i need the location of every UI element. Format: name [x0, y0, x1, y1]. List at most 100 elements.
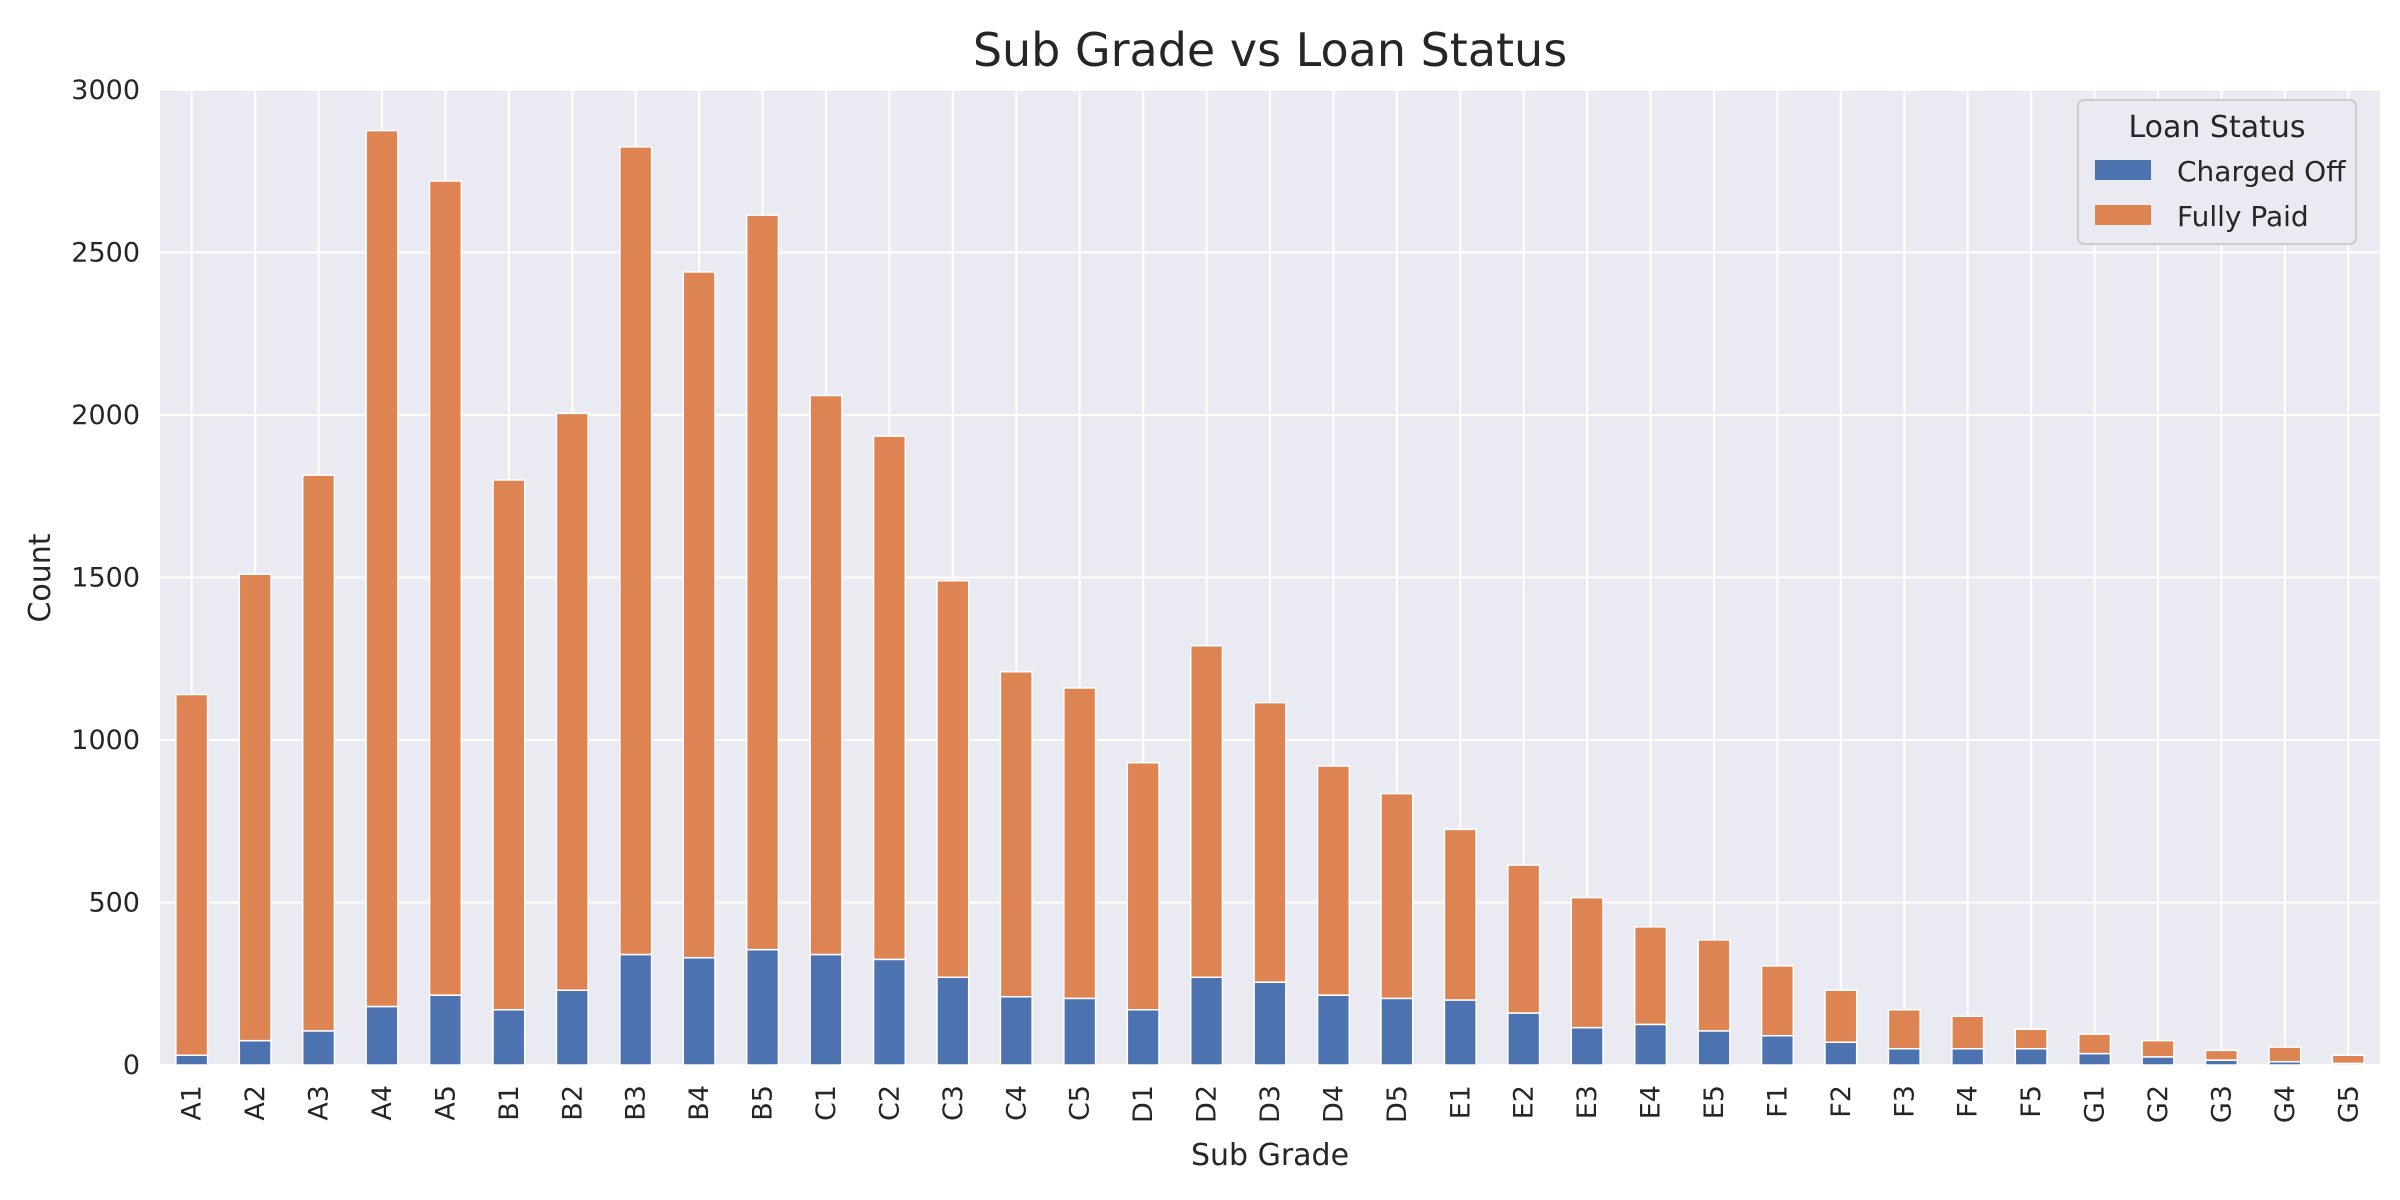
bar-fully-paid-b4	[682, 271, 716, 959]
x-tick-label-a4: A4	[367, 1085, 398, 1121]
x-tick-label-g1: G1	[2080, 1085, 2111, 1123]
bar-charged-off-a3	[301, 1030, 336, 1066]
x-tick-label-d1: D1	[1128, 1085, 1159, 1123]
legend-swatch-charged-off	[2095, 160, 2151, 180]
bar-charged-off-e4	[1633, 1023, 1668, 1066]
y-tick-label: 1500	[71, 563, 140, 594]
bar-charged-off-g1	[2077, 1052, 2112, 1066]
legend-swatch-fully-paid	[2095, 205, 2151, 225]
bar-fully-paid-d1	[1126, 762, 1160, 1011]
bar-fully-paid-e2	[1507, 864, 1541, 1014]
bar-fully-paid-e3	[1570, 896, 1604, 1029]
bar-fully-paid-a2	[238, 573, 272, 1042]
bar-charged-off-e2	[1507, 1012, 1541, 1066]
bar-fully-paid-f5	[2014, 1028, 2048, 1050]
x-tick-label-a1: A1	[177, 1085, 208, 1121]
bar-fully-paid-d5	[1380, 792, 1414, 1000]
x-tick-label-f3: F3	[1889, 1085, 1920, 1118]
bar-charged-off-e5	[1697, 1030, 1731, 1066]
bar-charged-off-b4	[682, 957, 716, 1066]
x-tick-label-c4: C4	[1001, 1085, 1032, 1121]
bar-fully-paid-c1	[809, 394, 843, 956]
y-tick-label: 2000	[71, 400, 140, 431]
bar-fully-paid-c4	[999, 671, 1033, 998]
bar-charged-off-a5	[428, 994, 463, 1066]
y-axis-title: Count	[23, 533, 58, 622]
bar-charged-off-b1	[492, 1009, 526, 1066]
bar-charged-off-a2	[238, 1039, 272, 1066]
x-tick-label-d5: D5	[1382, 1085, 1413, 1123]
bar-fully-paid-c5	[1063, 687, 1097, 1000]
x-tick-label-g3: G3	[2206, 1085, 2237, 1123]
bar-fully-paid-e1	[1443, 828, 1477, 1001]
bar-charged-off-d5	[1380, 997, 1414, 1066]
x-tick-label-c5: C5	[1065, 1085, 1096, 1121]
x-tick-label-e4: E4	[1636, 1085, 1667, 1119]
legend: Loan Status Charged Off Fully Paid	[2077, 99, 2357, 245]
x-tick-label-d2: D2	[1192, 1085, 1223, 1123]
x-tick-label-g4: G4	[2270, 1085, 2301, 1123]
bar-charged-off-c1	[809, 953, 843, 1066]
bar-charged-off-e3	[1570, 1026, 1604, 1066]
bar-fully-paid-a4	[365, 129, 399, 1008]
x-tick-label-a2: A2	[240, 1085, 271, 1121]
bar-charged-off-g2	[2141, 1056, 2175, 1066]
bar-fully-paid-d2	[1189, 645, 1224, 978]
bar-fully-paid-a1	[175, 693, 209, 1056]
bar-charged-off-e1	[1443, 999, 1477, 1066]
x-tick-label-f2: F2	[1826, 1085, 1857, 1118]
bar-charged-off-f5	[2014, 1048, 2048, 1066]
chart-title: Sub Grade vs Loan Status	[973, 23, 1567, 77]
x-tick-label-e3: E3	[1572, 1085, 1603, 1119]
x-tick-label-c3: C3	[938, 1085, 969, 1121]
bar-charged-off-b5	[745, 948, 780, 1066]
bar-fully-paid-c3	[936, 580, 970, 978]
x-tick-label-g5: G5	[2333, 1085, 2364, 1123]
bar-charged-off-d1	[1126, 1009, 1160, 1066]
x-tick-label-e1: E1	[1445, 1085, 1476, 1119]
x-axis-title: Sub Grade	[1191, 1138, 1349, 1173]
bar-charged-off-b3	[619, 953, 653, 1066]
y-tick-label: 0	[123, 1050, 140, 1081]
bar-fully-paid-f4	[1951, 1015, 1985, 1050]
x-tick-label-g2: G2	[2143, 1085, 2174, 1123]
bar-fully-paid-a3	[301, 474, 336, 1032]
x-tick-label-b1: B1	[494, 1085, 525, 1121]
x-tick-label-f5: F5	[2016, 1085, 2047, 1118]
bars	[175, 129, 2365, 1066]
bar-charged-off-c4	[999, 996, 1033, 1066]
legend-title: Loan Status	[2128, 110, 2305, 145]
x-tick-label-b3: B3	[621, 1085, 652, 1121]
bar-fully-paid-d4	[1316, 765, 1351, 996]
bar-fully-paid-f3	[1887, 1009, 1921, 1050]
bar-fully-paid-b5	[745, 214, 780, 951]
bar-charged-off-c2	[872, 958, 907, 1066]
x-axis-ticks: A1 A2 A3 A4 A5 B1 B2 B3 B4 B5 C1 C2 C3 C4 C5 D1 D2 D3 D4 D5…	[177, 1085, 2365, 1123]
x-tick-label-d3: D3	[1255, 1085, 1286, 1123]
x-tick-label-a5: A5	[430, 1085, 461, 1121]
bar-fully-paid-f2	[1824, 989, 1858, 1043]
bar-fully-paid-g5	[2331, 1054, 2365, 1065]
x-tick-label-b5: B5	[748, 1085, 779, 1121]
bar-charged-off-d3	[1253, 981, 1287, 1066]
bar-fully-paid-g1	[2077, 1033, 2112, 1055]
y-axis-ticks: 0 500 1000 1500 2000 2500 3000	[71, 75, 140, 1081]
bar-charged-off-d2	[1189, 976, 1224, 1066]
x-tick-label-d4: D4	[1318, 1085, 1349, 1123]
x-tick-label-f1: F1	[1762, 1085, 1793, 1118]
bar-charged-off-c5	[1063, 997, 1097, 1066]
bar-fully-paid-b1	[492, 479, 526, 1011]
x-tick-label-e5: E5	[1699, 1085, 1730, 1119]
bar-fully-paid-g4	[2268, 1046, 2302, 1063]
x-tick-label-a3: A3	[304, 1085, 335, 1121]
bar-fully-paid-f1	[1760, 965, 1795, 1037]
bar-charged-off-f1	[1760, 1035, 1795, 1066]
bar-fully-paid-g3	[2204, 1049, 2239, 1061]
x-tick-label-b2: B2	[557, 1085, 588, 1121]
bar-charged-off-b2	[555, 989, 589, 1066]
bar-charged-off-d4	[1316, 994, 1351, 1066]
x-tick-label-c2: C2	[874, 1085, 905, 1121]
bar-charged-off-f4	[1951, 1048, 1985, 1066]
bar-fully-paid-b2	[555, 412, 589, 991]
